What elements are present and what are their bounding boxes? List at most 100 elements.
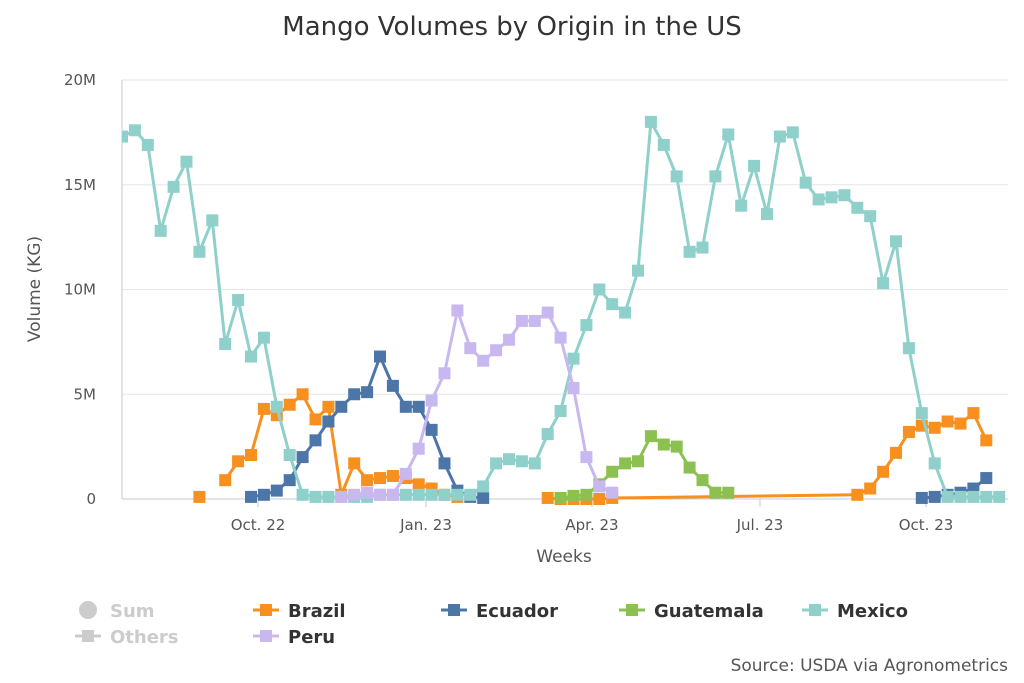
data-point[interactable] — [399, 488, 412, 501]
data-point[interactable] — [335, 490, 348, 503]
legend-item-sum[interactable]: Sum — [79, 601, 155, 622]
data-point[interactable] — [257, 402, 270, 415]
data-point[interactable] — [554, 491, 567, 504]
data-point[interactable] — [451, 304, 464, 317]
data-point[interactable] — [580, 451, 593, 464]
data-point[interactable] — [219, 474, 232, 487]
data-point[interactable] — [657, 438, 670, 451]
data-point[interactable] — [606, 298, 619, 311]
data-point[interactable] — [554, 405, 567, 418]
data-point[interactable] — [670, 440, 683, 453]
data-point[interactable] — [425, 394, 438, 407]
data-point[interactable] — [232, 293, 245, 306]
data-point[interactable] — [851, 488, 864, 501]
data-point[interactable] — [116, 130, 128, 143]
data-point[interactable] — [515, 314, 528, 327]
data-point[interactable] — [644, 430, 657, 443]
data-point[interactable] — [412, 400, 425, 413]
data-point[interactable] — [296, 451, 309, 464]
data-point[interactable] — [567, 489, 580, 502]
data-point[interactable] — [606, 486, 619, 499]
data-point[interactable] — [464, 342, 477, 355]
data-point[interactable] — [567, 381, 580, 394]
data-point[interactable] — [877, 465, 890, 478]
data-point[interactable] — [128, 124, 141, 137]
data-point[interactable] — [799, 176, 812, 189]
data-point[interactable] — [722, 486, 735, 499]
data-point[interactable] — [438, 367, 451, 380]
data-point[interactable] — [696, 474, 709, 487]
data-point[interactable] — [915, 491, 928, 504]
data-point[interactable] — [399, 400, 412, 413]
data-point[interactable] — [141, 138, 154, 151]
data-point[interactable] — [825, 191, 838, 204]
data-point[interactable] — [890, 235, 902, 248]
legend-item-peru[interactable]: Peru — [253, 627, 335, 648]
data-point[interactable] — [993, 490, 1006, 503]
data-point[interactable] — [322, 490, 335, 503]
data-point[interactable] — [644, 115, 657, 128]
data-point[interactable] — [580, 319, 593, 332]
data-point[interactable] — [864, 482, 877, 495]
data-point[interactable] — [425, 423, 438, 436]
data-point[interactable] — [374, 472, 386, 485]
data-point[interactable] — [902, 425, 915, 438]
data-point[interactable] — [980, 434, 993, 447]
data-point[interactable] — [154, 224, 167, 237]
data-point[interactable] — [709, 170, 722, 183]
data-point[interactable] — [477, 491, 490, 504]
data-point[interactable] — [941, 490, 954, 503]
data-point[interactable] — [361, 386, 374, 399]
data-point[interactable] — [412, 478, 425, 491]
data-point[interactable] — [528, 457, 541, 470]
data-point[interactable] — [477, 480, 490, 493]
data-point[interactable] — [773, 130, 786, 143]
data-point[interactable] — [864, 210, 877, 223]
data-point[interactable] — [593, 480, 606, 493]
data-point[interactable] — [257, 331, 270, 344]
data-point[interactable] — [309, 434, 322, 447]
data-point[interactable] — [619, 306, 632, 319]
legend-item-mexico[interactable]: Mexico — [802, 601, 908, 622]
data-point[interactable] — [593, 283, 606, 296]
data-point[interactable] — [257, 488, 270, 501]
data-point[interactable] — [748, 159, 761, 172]
data-point[interactable] — [309, 413, 322, 426]
data-point[interactable] — [541, 428, 554, 441]
data-point[interactable] — [696, 241, 709, 254]
data-point[interactable] — [554, 331, 567, 344]
legend-item-brazil[interactable]: Brazil — [253, 601, 346, 622]
legend-item-others[interactable]: Others — [75, 627, 179, 648]
data-point[interactable] — [490, 344, 503, 357]
data-point[interactable] — [515, 455, 528, 468]
data-point[interactable] — [232, 455, 245, 468]
data-point[interactable] — [503, 333, 515, 346]
data-point[interactable] — [567, 352, 580, 365]
data-point[interactable] — [374, 488, 386, 501]
data-point[interactable] — [193, 490, 206, 503]
data-point[interactable] — [245, 449, 257, 462]
data-point[interactable] — [632, 455, 644, 468]
data-point[interactable] — [632, 264, 644, 277]
data-point[interactable] — [283, 449, 296, 462]
data-point[interactable] — [283, 474, 296, 487]
data-point[interactable] — [361, 486, 374, 499]
data-point[interactable] — [296, 488, 309, 501]
data-point[interactable] — [270, 400, 283, 413]
data-point[interactable] — [838, 189, 851, 202]
data-point[interactable] — [270, 484, 283, 497]
data-point[interactable] — [438, 488, 451, 501]
data-point[interactable] — [954, 417, 967, 430]
data-point[interactable] — [722, 128, 735, 141]
data-point[interactable] — [928, 490, 941, 503]
data-point[interactable] — [657, 138, 670, 151]
data-point[interactable] — [425, 488, 438, 501]
data-point[interactable] — [206, 214, 219, 227]
data-point[interactable] — [399, 467, 412, 480]
legend-item-ecuador[interactable]: Ecuador — [441, 601, 558, 622]
data-point[interactable] — [438, 457, 451, 470]
data-point[interactable] — [541, 491, 554, 504]
data-point[interactable] — [915, 407, 928, 420]
data-point[interactable] — [296, 388, 309, 401]
data-point[interactable] — [606, 465, 619, 478]
